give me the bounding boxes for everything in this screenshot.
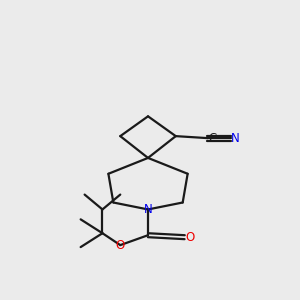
Text: O: O — [116, 238, 125, 252]
Text: O: O — [186, 231, 195, 244]
Text: N: N — [231, 132, 240, 145]
Text: C: C — [208, 132, 217, 145]
Text: N: N — [144, 203, 152, 216]
